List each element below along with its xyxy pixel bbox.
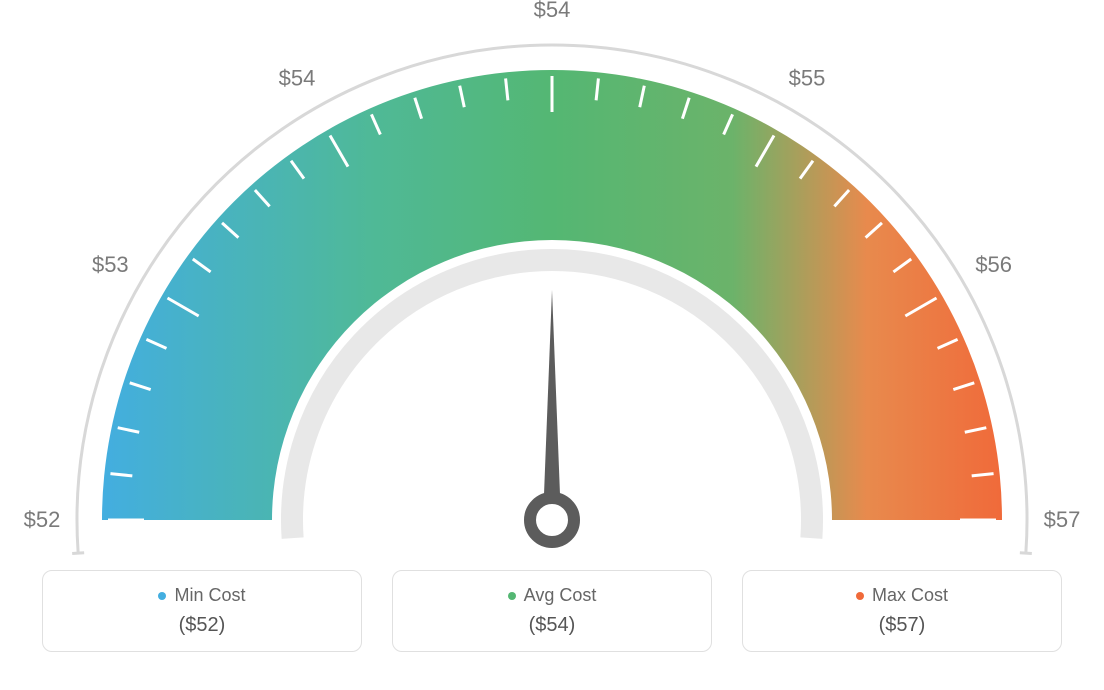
legend-min-label: Min Cost <box>174 585 245 606</box>
legend-avg-value: ($54) <box>413 614 691 637</box>
legend-min: Min Cost ($52) <box>42 570 362 652</box>
gauge-tick-label: $52 <box>24 507 61 532</box>
gauge-chart: $52 $53 $54 $54 $55 $56 $57 <box>0 0 1104 560</box>
gauge-tick-label: $53 <box>92 252 129 277</box>
legend-avg-label: Avg Cost <box>524 585 597 606</box>
legend-max-title: Max Cost <box>763 585 1041 606</box>
gauge-tick-label: $56 <box>975 252 1012 277</box>
dot-icon <box>508 592 516 600</box>
legend-max-value: ($57) <box>763 614 1041 637</box>
gauge-svg: $52 $53 $54 $54 $55 $56 $57 <box>0 0 1104 560</box>
legend-min-value: ($52) <box>63 614 341 637</box>
legend-min-title: Min Cost <box>63 585 341 606</box>
gauge-tick-label: $54 <box>534 0 571 22</box>
legend-max: Max Cost ($57) <box>742 570 1062 652</box>
dot-icon <box>158 592 166 600</box>
gauge-hub <box>530 498 574 542</box>
gauge-needle <box>543 290 561 520</box>
legend-avg: Avg Cost ($54) <box>392 570 712 652</box>
gauge-tick-label: $54 <box>279 65 316 90</box>
legend-row: Min Cost ($52) Avg Cost ($54) Max Cost (… <box>0 570 1104 652</box>
legend-max-label: Max Cost <box>872 585 948 606</box>
dot-icon <box>856 592 864 600</box>
gauge-tick-label: $57 <box>1044 507 1081 532</box>
gauge-tick-label: $55 <box>789 65 826 90</box>
legend-avg-title: Avg Cost <box>413 585 691 606</box>
